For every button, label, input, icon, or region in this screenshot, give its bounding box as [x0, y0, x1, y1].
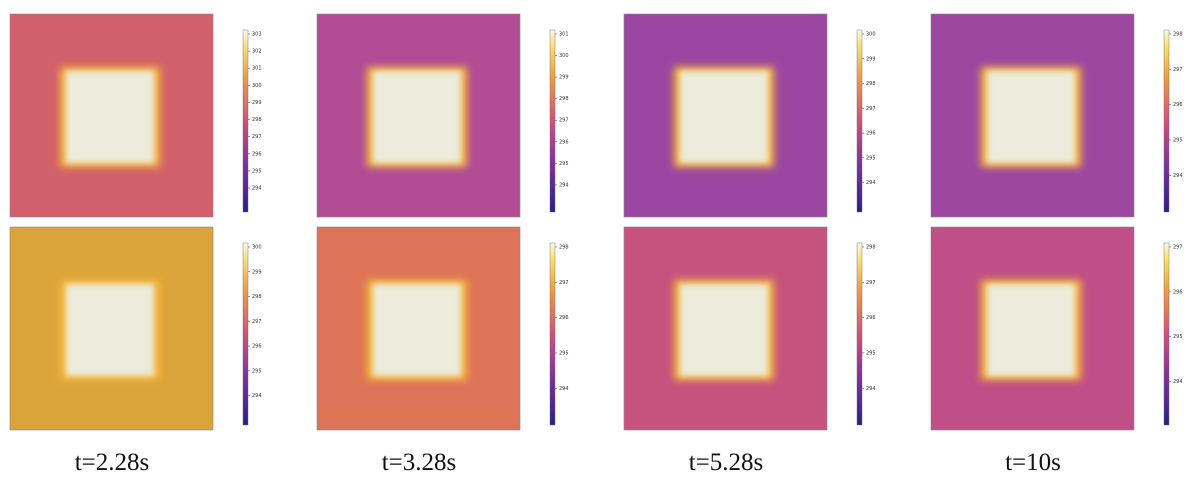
- heatmap-panel: 300 299 298 297 296 295 294: [623, 13, 876, 218]
- colorbar-tick-label: 294: [1173, 379, 1183, 385]
- heatmap-panel: 303 302 301 300 299 298 297 296 295 294: [9, 13, 262, 218]
- colorbar-tick-label: 298: [866, 81, 876, 87]
- colorbar-tick-label: 297: [252, 319, 262, 325]
- colorbar: [549, 242, 556, 426]
- colorbar-tick-label: 297: [866, 280, 876, 286]
- colorbar-tick-label: 297: [866, 106, 876, 112]
- colorbar-tick-label: 295: [866, 350, 876, 356]
- heatmap-panel: 300 299 298 297 296 295 294: [9, 226, 262, 431]
- colorbar-tick-label: 300: [252, 245, 262, 251]
- colorbar-tick-label: 301: [559, 32, 569, 38]
- hot-region: [66, 284, 154, 376]
- time-caption: t=3.28s: [382, 449, 457, 476]
- colorbar-tick-label: 297: [1173, 67, 1183, 73]
- colorbar-tick-label: 295: [1173, 137, 1183, 143]
- colorbar: [1163, 242, 1170, 426]
- time-caption: t=5.28s: [689, 449, 764, 476]
- colorbar-tick-label: 295: [252, 168, 262, 174]
- colorbar-tick-label: 299: [866, 56, 876, 62]
- colorbar-tick-label: 294: [866, 386, 876, 392]
- colorbar-tick-label: 296: [1173, 102, 1183, 108]
- colorbar-tick-label: 298: [1173, 32, 1183, 38]
- time-caption: t=2.28s: [75, 449, 150, 476]
- heatmap-panel: 298 297 296 295 294: [316, 226, 569, 431]
- colorbar: [242, 29, 249, 213]
- colorbar-tick-label: 296: [866, 131, 876, 137]
- colorbar-tick-label: 299: [559, 75, 569, 81]
- heatmap-panel: 297 296 295 294: [930, 226, 1183, 431]
- heatmap-panel: 301 300 299 298 297 296 295 294: [316, 13, 569, 218]
- colorbar: [549, 29, 556, 213]
- colorbar-tick-label: 303: [252, 32, 262, 38]
- colorbar-tick-label: 300: [559, 53, 569, 59]
- colorbar-tick-label: 294: [559, 386, 569, 392]
- colorbar-tick-label: 295: [866, 155, 876, 161]
- colorbar: [856, 242, 863, 426]
- colorbar-tick-label: 295: [1173, 334, 1183, 340]
- colorbar-tick-label: 298: [559, 245, 569, 251]
- hot-region: [680, 284, 768, 376]
- colorbar: [856, 29, 863, 213]
- hot-region: [373, 71, 461, 163]
- hot-region: [987, 71, 1075, 163]
- colorbar: [1163, 29, 1170, 213]
- colorbar-tick-label: 302: [252, 49, 262, 55]
- colorbar-tick-label: 300: [866, 32, 876, 38]
- colorbar-tick-label: 294: [559, 182, 569, 188]
- colorbar-tick-label: 295: [252, 368, 262, 374]
- hot-region: [987, 284, 1075, 376]
- colorbar-tick-label: 296: [559, 315, 569, 321]
- heatmap-panel: 298 297 296 295 294: [623, 226, 876, 431]
- colorbar-tick-label: 296: [252, 344, 262, 350]
- heatmap-panel: 298 297 296 295 294: [930, 13, 1183, 218]
- colorbar-tick-label: 297: [252, 134, 262, 140]
- colorbar-tick-label: 298: [559, 96, 569, 102]
- colorbar-tick-label: 297: [1173, 245, 1183, 251]
- colorbar-tick-label: 295: [559, 350, 569, 356]
- time-caption: t=10s: [1005, 449, 1061, 476]
- colorbar-tick-label: 296: [559, 139, 569, 145]
- colorbar-tick-label: 295: [559, 161, 569, 167]
- hot-region: [373, 284, 461, 376]
- colorbar-tick-label: 299: [252, 100, 262, 106]
- colorbar-tick-label: 296: [252, 151, 262, 157]
- colorbar-tick-label: 297: [559, 118, 569, 124]
- colorbar-tick-label: 294: [252, 186, 262, 192]
- colorbar: [242, 242, 249, 426]
- colorbar-tick-label: 299: [252, 269, 262, 275]
- colorbar-tick-label: 301: [252, 66, 262, 72]
- colorbar-tick-label: 294: [1173, 173, 1183, 179]
- colorbar-tick-label: 298: [252, 117, 262, 123]
- hot-region: [680, 71, 768, 163]
- hot-region: [66, 71, 154, 163]
- colorbar-tick-label: 296: [1173, 289, 1183, 295]
- colorbar-tick-label: 300: [252, 83, 262, 89]
- colorbar-tick-label: 294: [866, 180, 876, 186]
- colorbar-tick-label: 298: [252, 294, 262, 300]
- colorbar-tick-label: 298: [866, 245, 876, 251]
- colorbar-tick-label: 294: [252, 393, 262, 399]
- colorbar-tick-label: 297: [559, 280, 569, 286]
- colorbar-tick-label: 296: [866, 315, 876, 321]
